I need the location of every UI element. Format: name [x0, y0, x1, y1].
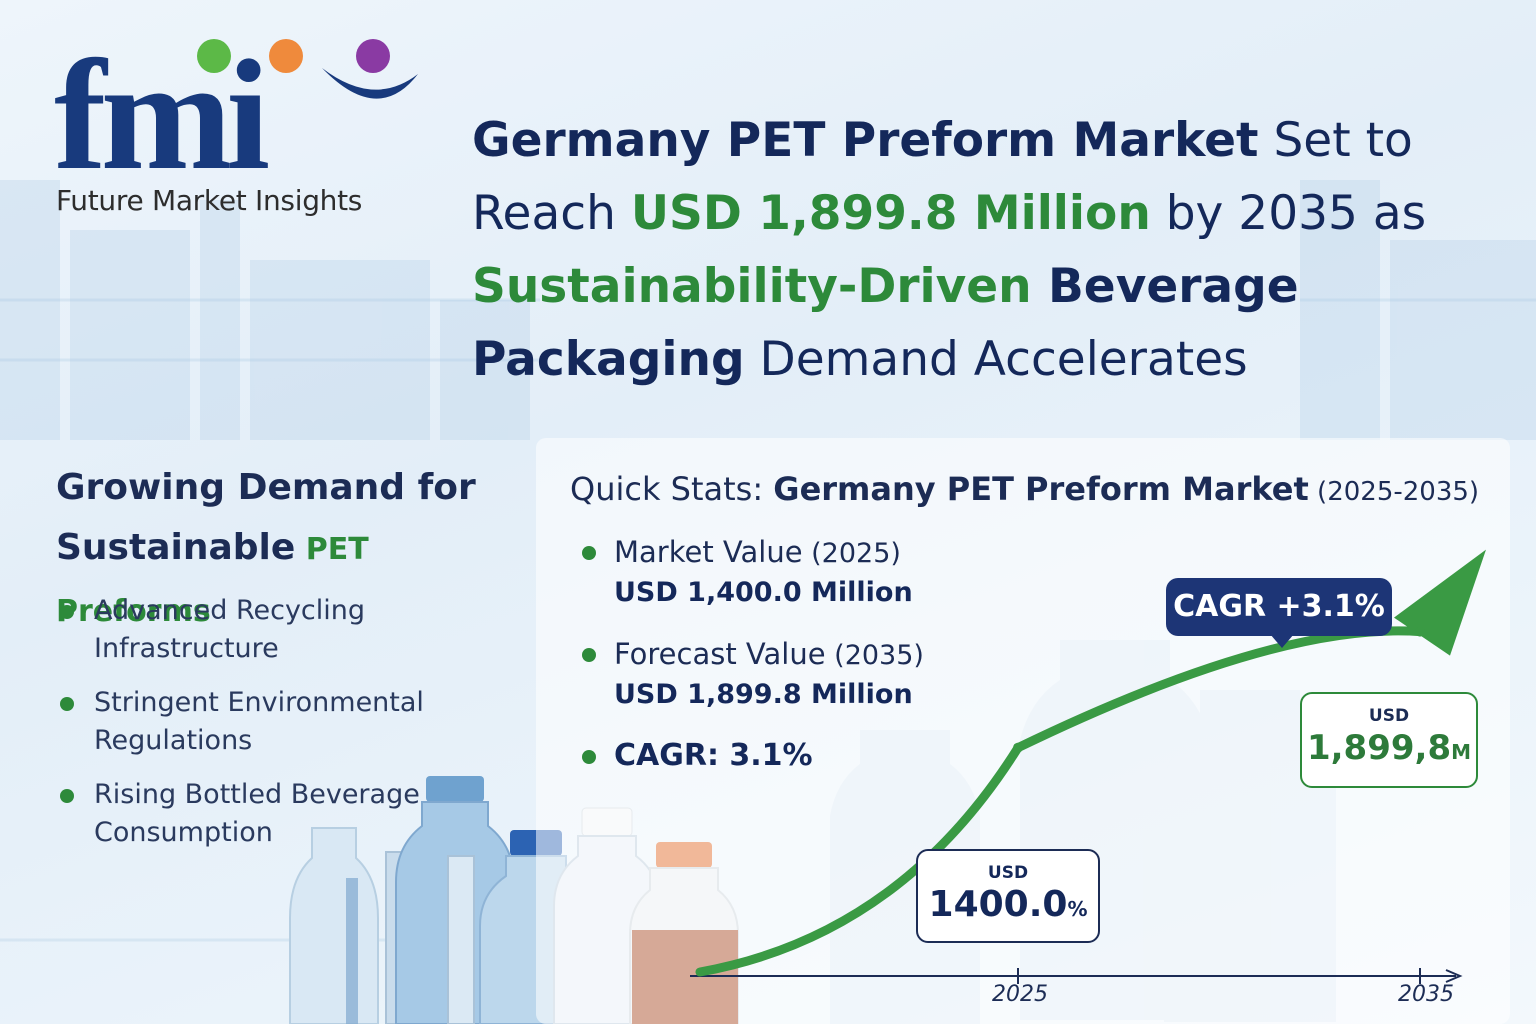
value-label-unit: % — [1067, 897, 1088, 921]
value-label-2035: USD 1,899,8M — [1300, 692, 1478, 788]
stat-label-text: Market Value — [614, 535, 803, 569]
cagr-badge: CAGR +3.1% — [1166, 578, 1392, 648]
value-label-amount: 1,899,8M — [1302, 726, 1476, 774]
stat-market-value: Market Value (2025) USD 1,400.0 Million — [580, 532, 1000, 612]
stat-cagr-text: CAGR: 3.1% — [614, 738, 813, 773]
value-label-number: 1,899,8 — [1306, 728, 1452, 768]
fmi-logo: fmi Future Market Insights — [50, 28, 430, 224]
headline-market-name: Germany PET Preform Market — [472, 113, 1259, 168]
quick-stats-prefix: Quick Stats: — [570, 470, 774, 508]
stat-label-text: Forecast Value — [614, 637, 826, 671]
quick-stats-years: (2025-2035) — [1308, 477, 1480, 507]
stat-cagr: CAGR: 3.1% — [580, 736, 1000, 776]
stat-label-year: (2035) — [825, 640, 924, 671]
drivers-list: Advanced Recycling Infrastructure String… — [56, 592, 476, 868]
headline-sustainability: Sustainability-Driven — [472, 259, 1032, 314]
headline-text-1: Set to Reach — [472, 113, 1413, 241]
drivers-heading-line2: Sustainable — [56, 527, 296, 568]
headline-forecast-value: USD 1,899.8 Million — [630, 186, 1151, 241]
headline-text-3: Demand Accelerates — [744, 332, 1248, 387]
value-label-unit: M — [1451, 740, 1472, 764]
value-label-currency: USD — [1368, 706, 1410, 726]
value-label-2025: USD 1400.0% — [916, 849, 1100, 943]
driver-item: Advanced Recycling Infrastructure — [56, 592, 476, 668]
quick-stats-market: Germany PET Preform Market — [773, 470, 1309, 508]
x-tick-label: 2035 — [1398, 982, 1454, 1007]
fmi-logo-mark: fmi — [54, 28, 418, 203]
quick-stats-list: Market Value (2025) USD 1,400.0 Million … — [580, 532, 1000, 798]
logo-dot — [356, 39, 390, 73]
value-label-amount: 1400.0% — [918, 883, 1098, 931]
logo-dot — [269, 39, 303, 73]
headline-packaging: Beverage Packaging — [472, 259, 1299, 387]
logo-dot — [197, 39, 231, 73]
stat-label: Forecast Value (2035) — [614, 634, 1000, 676]
x-tick-label: 2025 — [992, 982, 1048, 1007]
headline-text-2: by 2035 as — [1150, 186, 1427, 241]
value-label-number: 1400.0 — [928, 884, 1068, 925]
driver-item: Stringent Environmental Regulations — [56, 684, 476, 760]
stat-label-year: (2025) — [802, 538, 901, 569]
stat-forecast-value: Forecast Value (2035) USD 1,899.8 Millio… — [580, 634, 1000, 714]
quick-stats-title: Quick Stats: Germany PET Preform Market … — [570, 470, 1479, 508]
driver-item: Rising Bottled Beverage Consumption — [56, 776, 476, 852]
stat-label: Market Value (2025) — [614, 532, 1000, 574]
drivers-heading: Growing Demand for Sustainable PET Prefo… — [56, 458, 526, 642]
headline: Germany PET Preform Market Set to Reach … — [472, 104, 1502, 396]
stat-value: USD 1,400.0 Million — [614, 577, 913, 608]
stat-value: USD 1,899.8 Million — [614, 679, 913, 710]
drivers-heading-accent: PET Preforms — [56, 532, 369, 629]
svg-text:fmi: fmi — [54, 34, 268, 184]
drivers-heading-line1: Growing Demand for — [56, 467, 476, 508]
value-label-currency: USD — [987, 863, 1029, 883]
logo-tagline: Future Market Insights — [56, 184, 363, 217]
